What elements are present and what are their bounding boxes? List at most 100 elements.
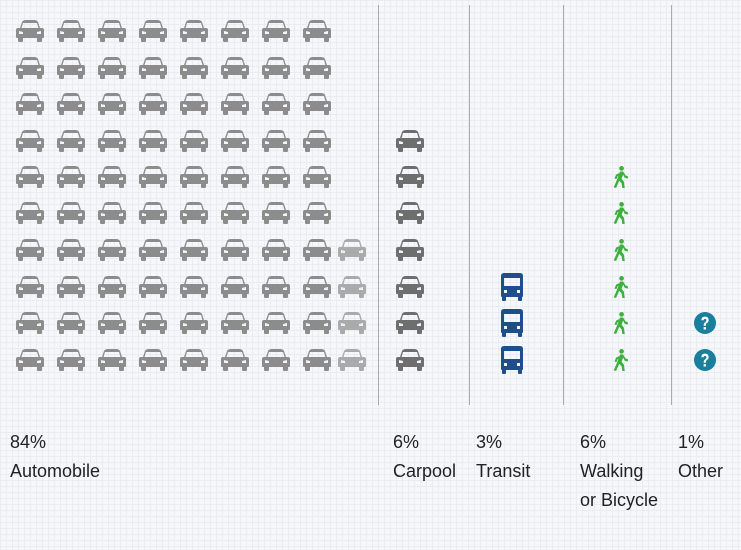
car-icon <box>139 130 167 152</box>
category-name: Other <box>678 461 724 481</box>
car-icon <box>221 166 249 188</box>
car-icon <box>16 57 44 79</box>
car-icon <box>16 93 44 115</box>
category-label: 6% Carpool <box>393 428 473 486</box>
car-icon <box>57 312 85 334</box>
category-label: 84% Automobile <box>10 428 210 486</box>
car-icon <box>303 20 331 42</box>
car-icon <box>180 57 208 79</box>
percent-label: 3% <box>476 432 503 452</box>
car-icon <box>16 312 44 334</box>
car-icon <box>57 202 85 224</box>
car-icon <box>180 349 208 371</box>
car-icon <box>396 166 424 188</box>
car-icon <box>221 276 249 298</box>
category-label: 6% Walking or Bicycle <box>580 428 660 515</box>
percent-label: 1% <box>678 432 705 452</box>
car-icon <box>16 276 44 298</box>
car-icon <box>221 130 249 152</box>
car-icon <box>180 93 208 115</box>
car-icon <box>303 239 331 261</box>
category-name: Automobile <box>10 461 101 481</box>
car-icon <box>139 312 167 334</box>
car-icon <box>98 349 126 371</box>
car-icon <box>221 349 249 371</box>
car-icon <box>180 130 208 152</box>
percent-label: 6% <box>393 432 420 452</box>
car-icon <box>139 239 167 261</box>
car-icon <box>396 349 424 371</box>
car-icon <box>338 239 366 261</box>
category-name: Walking or Bicycle <box>580 461 659 510</box>
car-icon <box>303 276 331 298</box>
car-icon <box>57 20 85 42</box>
car-icon <box>57 130 85 152</box>
category-name: Transit <box>476 461 531 481</box>
car-icon <box>303 312 331 334</box>
car-icon <box>396 312 424 334</box>
car-icon <box>16 239 44 261</box>
car-icon <box>221 57 249 79</box>
car-icon <box>98 57 126 79</box>
car-icon <box>262 349 290 371</box>
car-icon <box>16 20 44 42</box>
car-icon <box>303 130 331 152</box>
car-icon <box>98 20 126 42</box>
car-icon <box>262 93 290 115</box>
walker-icon <box>613 312 628 334</box>
car-icon <box>221 239 249 261</box>
car-icon <box>57 276 85 298</box>
car-icon <box>139 349 167 371</box>
car-icon <box>338 276 366 298</box>
car-icon <box>303 202 331 224</box>
walker-icon <box>613 239 628 261</box>
car-icon <box>221 202 249 224</box>
car-icon <box>139 202 167 224</box>
car-icon <box>221 312 249 334</box>
car-icon <box>262 20 290 42</box>
car-icon <box>139 57 167 79</box>
car-icon <box>303 349 331 371</box>
car-icon <box>98 239 126 261</box>
car-icon <box>16 202 44 224</box>
car-icon <box>262 239 290 261</box>
car-icon <box>262 166 290 188</box>
car-icon <box>262 57 290 79</box>
car-icon <box>57 239 85 261</box>
question-icon <box>694 312 716 334</box>
bus-icon <box>501 273 523 301</box>
car-icon <box>396 202 424 224</box>
car-icon <box>57 349 85 371</box>
car-icon <box>221 20 249 42</box>
car-icon <box>262 202 290 224</box>
car-icon <box>262 276 290 298</box>
category-label: 1% Other <box>678 428 740 486</box>
bus-icon <box>501 309 523 337</box>
walker-icon <box>613 276 628 298</box>
car-icon <box>338 349 366 371</box>
car-icon <box>396 130 424 152</box>
category-label: 3% Transit <box>476 428 564 486</box>
car-icon <box>98 202 126 224</box>
car-icon <box>262 312 290 334</box>
car-icon <box>180 20 208 42</box>
percent-label: 6% <box>580 432 607 452</box>
category-name: Carpool <box>393 461 457 481</box>
car-icon <box>139 20 167 42</box>
car-icon <box>16 166 44 188</box>
walker-icon <box>613 202 628 224</box>
car-icon <box>180 276 208 298</box>
car-icon <box>180 312 208 334</box>
car-icon <box>338 312 366 334</box>
car-icon <box>98 166 126 188</box>
car-icon <box>180 166 208 188</box>
car-icon <box>57 93 85 115</box>
car-icon <box>139 276 167 298</box>
car-icon <box>16 349 44 371</box>
question-icon <box>694 349 716 371</box>
percent-label: 84% <box>10 432 47 452</box>
car-icon <box>180 202 208 224</box>
car-icon <box>16 130 44 152</box>
car-icon <box>303 93 331 115</box>
